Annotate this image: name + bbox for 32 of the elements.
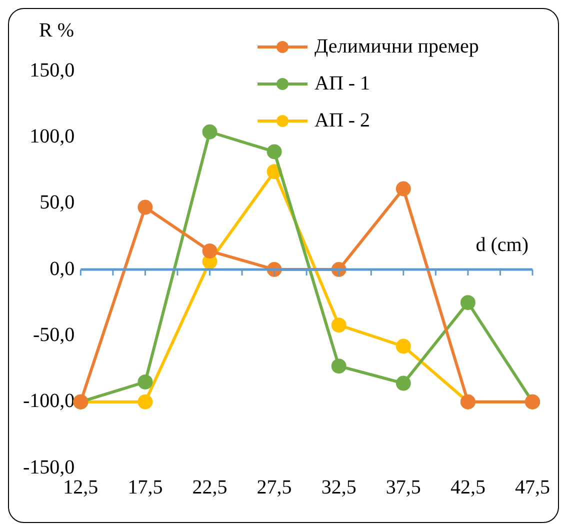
x-tick-label: 17,5 xyxy=(128,476,163,498)
point xyxy=(138,374,153,390)
y-tick-label: -50,0 xyxy=(32,324,75,346)
x-tick-label: 22,5 xyxy=(192,476,228,498)
point xyxy=(331,318,346,333)
point xyxy=(396,181,411,196)
y-tick-label: 50,0 xyxy=(40,192,75,214)
y-tick-label: 100,0 xyxy=(30,125,75,148)
x-axis-title: d (cm) xyxy=(476,234,528,256)
legend-label: АП - 2 xyxy=(314,109,370,132)
point xyxy=(202,124,218,140)
x-tick-label: 32,5 xyxy=(321,476,356,498)
point xyxy=(138,394,153,410)
y-tick-label: -100,0 xyxy=(22,390,75,412)
point xyxy=(460,295,476,310)
x-tick-label: 42,5 xyxy=(450,476,486,498)
x-tick-label: 12,5 xyxy=(63,476,98,498)
x-tick-label: 37,5 xyxy=(386,476,421,498)
legend-label: АП - 1 xyxy=(314,72,370,94)
point xyxy=(202,243,218,258)
y-axis-title: R % xyxy=(39,19,74,42)
point xyxy=(396,376,411,391)
point xyxy=(396,338,411,354)
point xyxy=(138,200,153,215)
point xyxy=(266,144,282,160)
y-tick-label: 0,0 xyxy=(50,258,75,280)
legend-label: Делимични премер xyxy=(314,35,479,58)
x-tick-label: 47,5 xyxy=(515,476,550,498)
point xyxy=(331,358,346,374)
x-tick-label: 27,5 xyxy=(256,476,292,498)
y-tick-label: 150,0 xyxy=(30,59,75,82)
y-tick-label: -150,0 xyxy=(22,456,75,478)
